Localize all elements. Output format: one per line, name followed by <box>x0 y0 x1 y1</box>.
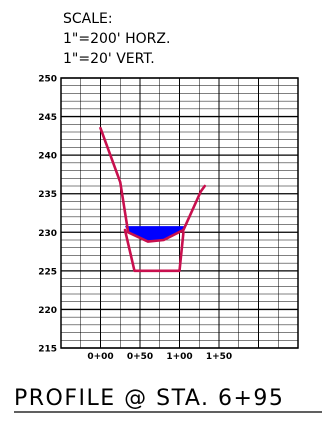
plot-frame <box>60 77 299 349</box>
y-tick-label: 220 <box>38 306 57 316</box>
scale-note-line-2: 1"=200' HORZ. <box>63 31 170 47</box>
x-tick-label: 0+50 <box>127 352 153 362</box>
scale-note-line-1: SCALE: <box>63 11 113 27</box>
y-tick-label: 250 <box>38 75 57 85</box>
y-tick-label: 235 <box>38 190 57 200</box>
y-tick-label: 245 <box>38 113 57 123</box>
x-tick-label: 0+00 <box>87 352 113 362</box>
existing-ground-line <box>99 126 207 243</box>
proposed-channel-line <box>123 228 185 273</box>
x-tick-label: 1+00 <box>166 352 192 362</box>
scale-note-line-3: 1"=20' VERT. <box>63 51 155 67</box>
major-grid <box>60 77 299 349</box>
y-tick-label: 225 <box>38 267 57 277</box>
y-tick-label: 215 <box>38 345 57 355</box>
x-tick-labels: 0+00 0+50 1+00 1+50 <box>87 352 232 362</box>
y-tick-labels: 250 245 240 235 230 225 220 215 <box>38 75 57 355</box>
profile-title: PROFILE @ STA. 6+95 <box>14 386 284 411</box>
x-tick-label: 1+50 <box>206 352 232 362</box>
profile-lines <box>99 126 207 273</box>
y-tick-label: 230 <box>38 229 57 239</box>
y-tick-label: 240 <box>38 152 57 162</box>
